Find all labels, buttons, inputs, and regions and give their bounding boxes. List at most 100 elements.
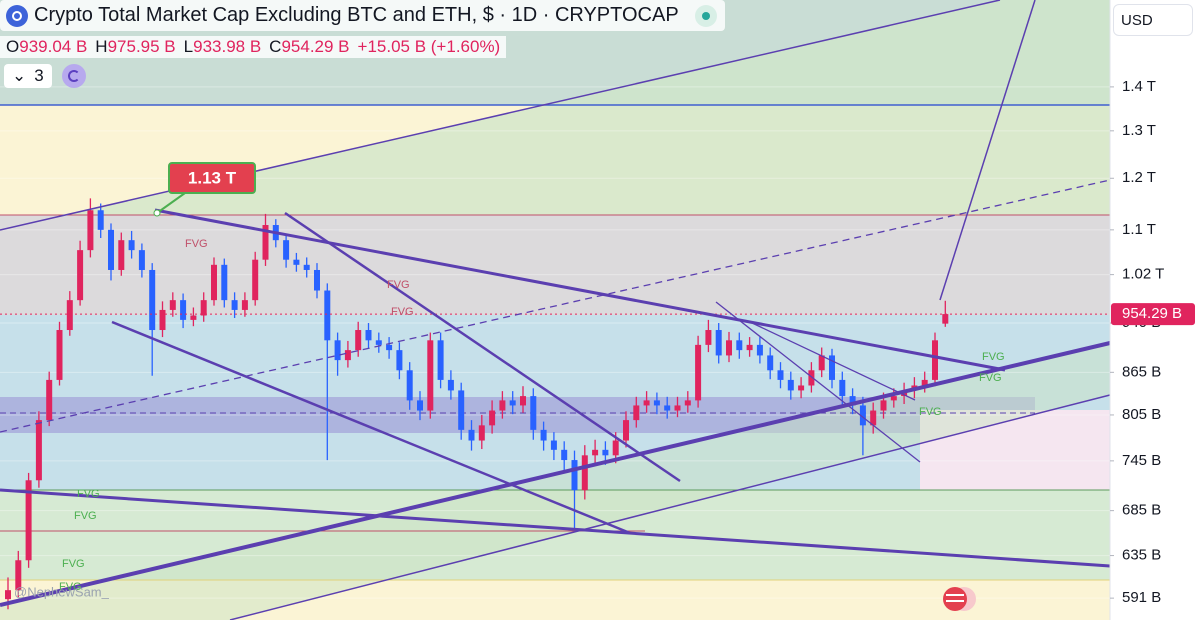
ohlc-value: 939.04 B [19, 37, 88, 56]
ohlc-item: H975.95 B [95, 37, 175, 57]
candle-body [798, 385, 805, 391]
candle-body [509, 400, 516, 406]
market-status[interactable] [694, 4, 717, 27]
trendline [0, 179, 1111, 433]
candle-body [427, 340, 434, 411]
candle-body [458, 390, 465, 430]
candle-body [921, 379, 928, 386]
price-change: +15.05 B (+1.60%) [357, 37, 501, 56]
trendline [939, 0, 1036, 301]
ohlc-value: 954.29 B [281, 37, 350, 56]
callout-label: 1.13 T [188, 168, 237, 187]
candle-body [715, 330, 722, 356]
candle-body [180, 300, 187, 320]
candle-body [942, 314, 949, 324]
candle-body [108, 229, 114, 270]
candle-body [303, 264, 310, 270]
title-row: Crypto Total Market Cap Excluding BTC an… [6, 4, 717, 27]
candle-body [447, 379, 454, 391]
trendline [154, 208, 1006, 372]
candle-body [612, 440, 619, 456]
y-tick-label: 635 B [1122, 547, 1161, 564]
flag [943, 587, 967, 611]
candle-body [602, 449, 609, 456]
indicators-count: 3 [34, 66, 44, 85]
candle-body [932, 340, 938, 380]
watermark: @NephewSam_ [14, 584, 110, 599]
candle-body [87, 210, 94, 251]
ohlc-value: 933.98 B [193, 37, 262, 56]
candle-body [118, 240, 125, 270]
ohlc-item: O939.04 B [6, 37, 87, 57]
candle-body [406, 370, 413, 401]
candle-body [241, 300, 248, 310]
candle-body [231, 300, 238, 310]
y-tick-label: 1.1 T [1122, 221, 1156, 238]
candle-body [355, 330, 362, 351]
candle-body [344, 350, 351, 361]
candle-body [643, 400, 650, 406]
candle-body [890, 396, 897, 401]
indicator-row: ⌄ 3 [4, 64, 86, 88]
candle-body [468, 429, 475, 441]
candle-body [839, 379, 846, 397]
candle-body [489, 410, 496, 426]
candle-body [571, 460, 578, 491]
fvg-label: FVG [62, 558, 85, 570]
candle-body [138, 250, 145, 270]
fvg-label: FVG [919, 406, 942, 418]
candle-body [293, 259, 300, 265]
callout-pointer [156, 192, 186, 214]
candle-body [808, 370, 815, 386]
indicators-toggle[interactable]: ⌄ 3 [4, 64, 52, 88]
candle-body [695, 344, 702, 401]
fvg-label: FVG [982, 351, 1005, 363]
candle-body [334, 340, 341, 361]
candle-body [25, 480, 32, 561]
zone [0, 0, 1110, 230]
candle-body [478, 425, 485, 441]
candle-body [633, 405, 640, 421]
candle-body [870, 410, 877, 426]
candle-body [200, 300, 207, 316]
candle-body [653, 400, 660, 406]
candle-body [530, 396, 537, 430]
legend-header: Crypto Total Market Cap Excluding BTC an… [0, 0, 725, 31]
candle-body [746, 344, 753, 351]
candle-body [375, 340, 382, 345]
fvg-label: FVG [185, 238, 208, 250]
currency: USD [1121, 12, 1153, 29]
candle-body [437, 340, 444, 380]
currency-select[interactable]: USD [1113, 4, 1193, 36]
candle-body [736, 340, 743, 351]
candles [0, 198, 1110, 610]
ohlc-item: C954.29 B [269, 37, 349, 57]
y-tick-label: 1.3 T [1122, 122, 1156, 139]
candle-body [540, 429, 547, 441]
y-tick-label: 1.4 T [1122, 78, 1156, 95]
candle-body [767, 355, 774, 371]
candle-body [520, 396, 526, 406]
ohlc-key: O [6, 37, 20, 56]
fvg-label: FVG [59, 581, 82, 593]
candle-body [550, 440, 557, 450]
candle-body [787, 379, 794, 391]
candle-body [829, 355, 835, 380]
y-tick-label: 865 B [1122, 363, 1161, 380]
candle-body [221, 264, 228, 301]
ohlc-item: L933.98 B [184, 37, 262, 57]
candle-body [684, 400, 691, 406]
fvg-label: FVG [77, 488, 100, 500]
candle-body [561, 449, 568, 461]
trendlines [0, 0, 1111, 620]
candle-body [252, 259, 259, 301]
candle-body [623, 420, 629, 441]
candle-body [5, 590, 11, 600]
candle-body [818, 355, 825, 371]
candle-body [499, 400, 506, 411]
refresh-button[interactable] [61, 64, 86, 88]
candle-body [726, 340, 732, 356]
candle-body [581, 455, 588, 491]
